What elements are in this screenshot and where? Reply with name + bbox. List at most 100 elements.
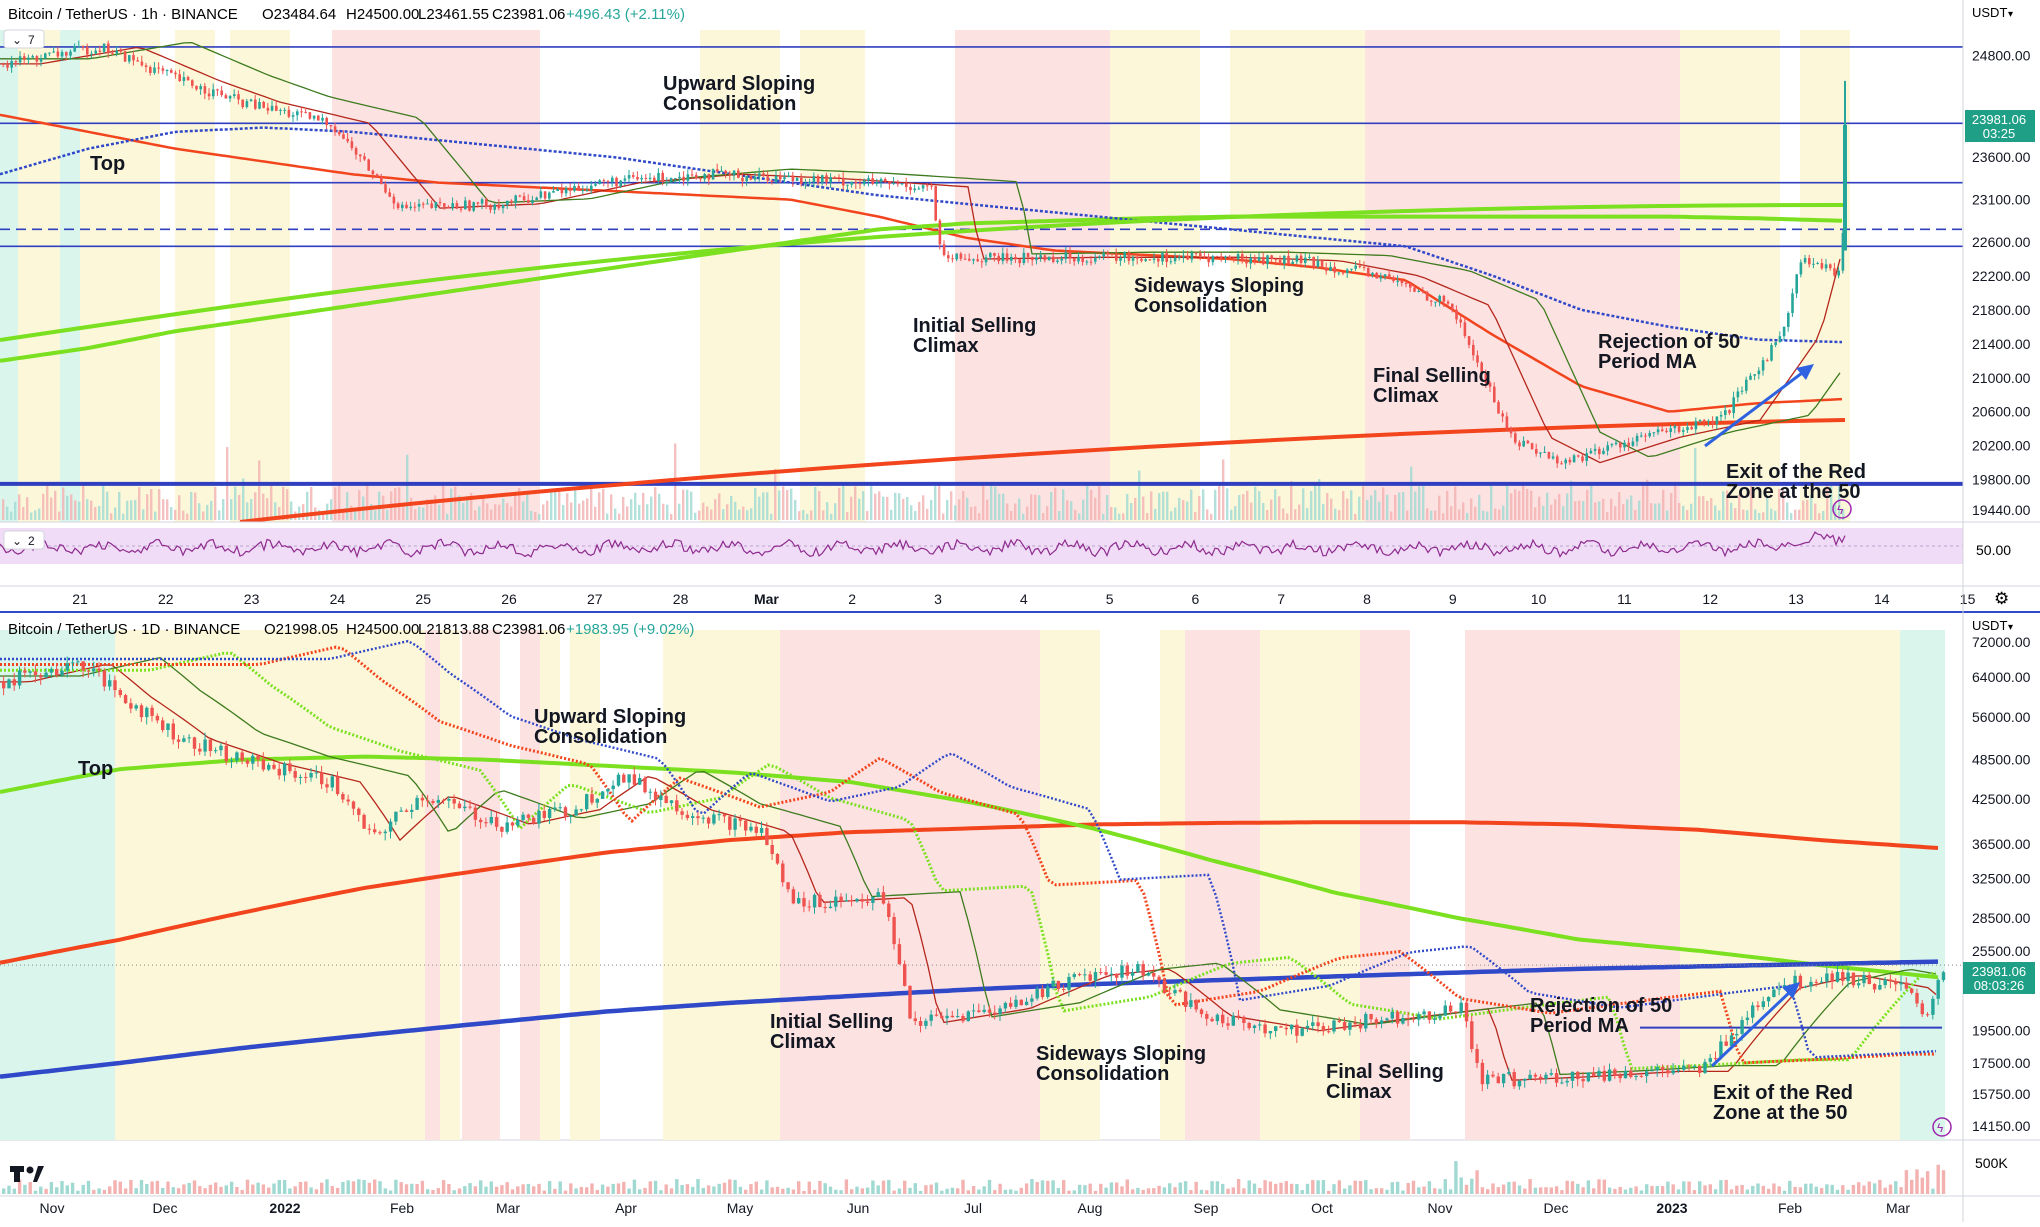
candle-body — [1052, 256, 1055, 262]
time-tick: 3 — [934, 591, 942, 607]
volume-bar — [728, 1179, 732, 1194]
volume-bar — [1142, 496, 1145, 520]
candle-body — [473, 807, 478, 820]
volume-bar — [950, 1187, 955, 1194]
volume-bar — [1157, 1185, 1161, 1194]
volume-bar — [1607, 1187, 1612, 1194]
alert-icon[interactable]: ϟ — [1932, 1117, 1952, 1137]
candle-body — [134, 705, 138, 709]
zone-yellow — [175, 30, 215, 522]
volume-bar — [806, 513, 809, 520]
volume-bar — [1374, 490, 1377, 520]
candle-body — [1388, 274, 1391, 278]
candle-body — [1367, 268, 1370, 276]
indicator-toggle[interactable]: ⌄ 7 — [3, 29, 45, 49]
volume-bar — [1110, 506, 1113, 520]
candle-body — [1740, 390, 1744, 392]
volume-bar — [1378, 501, 1381, 520]
volume-bar — [1120, 1186, 1124, 1194]
candle-body — [1846, 972, 1850, 981]
volume-bar — [6, 506, 9, 520]
candle-body — [537, 810, 541, 824]
annotation-label: Climax — [1373, 385, 1439, 407]
volume-bar — [1022, 513, 1025, 520]
volume-bar — [1369, 1189, 1373, 1194]
candle-body — [1560, 1082, 1564, 1084]
currency-selector[interactable]: USDT — [1972, 618, 2007, 633]
volume-bar — [666, 504, 669, 520]
volume-bar — [1268, 1181, 1273, 1194]
candle-body — [706, 817, 711, 824]
candle-body — [1635, 435, 1639, 442]
volume-bar — [1678, 503, 1681, 520]
candle-body — [384, 184, 387, 193]
volume-bar — [1834, 503, 1837, 520]
candle-body — [775, 853, 780, 864]
volume-bar — [1450, 506, 1453, 520]
volume-bar — [290, 501, 293, 520]
volume-bar — [1598, 501, 1601, 520]
candle-body — [404, 810, 409, 812]
ohlc-close: C23981.06 — [492, 6, 565, 23]
volume-bar — [1077, 1184, 1082, 1194]
volume-bar — [775, 1186, 780, 1194]
candle-body — [1910, 988, 1914, 993]
price-axis-top[interactable]: 24800.0023600.0023100.0022600.0022200.00… — [1972, 47, 2031, 518]
annotation-label: Period MA — [1598, 351, 1697, 373]
volume-bar — [2, 499, 5, 520]
volume-bar — [38, 508, 41, 520]
volume-bar — [1522, 484, 1525, 520]
chevron-down-icon[interactable]: ▾ — [2008, 9, 2013, 20]
volume-bar — [447, 1183, 451, 1194]
volume-bar — [1018, 498, 1021, 520]
symbol-title[interactable]: Bitcoin / TetherUS · 1D · BINANCE — [8, 621, 240, 638]
volume-bar — [1597, 1179, 1601, 1194]
candle-body — [431, 801, 435, 803]
candle-body — [1682, 1065, 1686, 1070]
chevron-down-icon[interactable]: ▾ — [2008, 622, 2013, 633]
candle-body — [522, 196, 526, 201]
volume-bar — [1758, 512, 1761, 520]
candle-body — [410, 809, 414, 812]
alert-icon[interactable]: ϟ — [1832, 499, 1852, 519]
volume-bar — [892, 1190, 896, 1194]
candle-body — [1648, 433, 1651, 437]
candle-body — [422, 203, 425, 205]
osc-toggle[interactable]: ⌄ 2 — [3, 530, 45, 550]
volume-bar — [367, 1182, 372, 1194]
candle-body — [1577, 455, 1580, 457]
gear-icon[interactable]: ⚙ — [1994, 589, 2009, 608]
volume-bar — [2, 1188, 6, 1194]
volume-bar — [358, 490, 361, 520]
candle-body — [531, 199, 534, 203]
volume-bar — [1639, 1190, 1644, 1194]
svg-text:ϟ: ϟ — [1937, 1121, 1944, 1135]
tradingview-logo[interactable] — [10, 1166, 44, 1182]
volume-bar — [913, 1183, 917, 1194]
candle-body — [1295, 1024, 1299, 1036]
candle-body — [1060, 258, 1063, 261]
candle-body — [699, 178, 702, 180]
time-tick: 27 — [587, 591, 603, 607]
price-axis-bottom[interactable]: 72000.0064000.0056000.0048500.0042500.00… — [1972, 634, 2031, 1134]
volume-bar — [500, 1185, 504, 1194]
currency-selector[interactable]: USDT — [1972, 5, 2007, 20]
candle-body — [27, 57, 30, 60]
volume-bar — [1806, 499, 1809, 520]
candle-body — [463, 806, 467, 809]
candle-body — [1390, 1011, 1394, 1019]
volume-bar — [1106, 494, 1109, 520]
candle-body — [1316, 1022, 1320, 1027]
volume-bar — [1719, 1180, 1723, 1194]
volume-bar — [694, 512, 697, 520]
volume-bar — [258, 460, 261, 520]
candle-body — [532, 817, 536, 824]
volume-bar — [76, 1190, 80, 1194]
symbol-title[interactable]: Bitcoin / TetherUS · 1h · BINANCE — [8, 6, 238, 23]
volume-bar — [1560, 1190, 1564, 1194]
volume-bar — [1735, 1185, 1739, 1194]
volume-bar — [302, 504, 305, 520]
